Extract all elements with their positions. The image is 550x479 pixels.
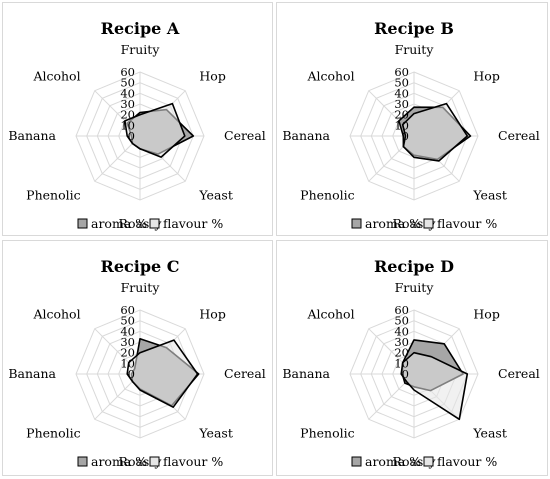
axis-label-hop: Hop [199, 69, 225, 84]
legend-label-flavour: flavour % [163, 216, 223, 231]
legend-label-aroma: aroma % [365, 454, 421, 469]
legend-label-flavour: flavour % [163, 454, 223, 469]
tick-label: 0 [128, 367, 135, 381]
axis-label-fruity: Fruity [395, 280, 435, 295]
chart-title: Recipe A [101, 19, 180, 38]
tick-label: 60 [394, 303, 409, 317]
legend-swatch-aroma [351, 456, 362, 467]
legend-label-aroma: aroma % [91, 216, 147, 231]
axis-label-hop: Hop [473, 69, 499, 84]
axis-label-fruity: Fruity [121, 42, 161, 57]
tick-label: 30 [120, 335, 135, 349]
series-flavour [401, 102, 469, 162]
legend-swatch-flavour [423, 456, 434, 467]
axis-label-alcohol: Alcohol [32, 307, 80, 322]
legend-label-flavour: flavour % [437, 216, 497, 231]
axis-label-hop: Hop [199, 307, 225, 322]
legend: aroma % flavour % [77, 216, 223, 231]
legend: aroma % flavour % [77, 454, 223, 469]
tick-label: 50 [394, 76, 409, 90]
legend-swatch-flavour [149, 456, 160, 467]
tick-label: 60 [120, 65, 135, 79]
axis-label-fruity: Fruity [121, 280, 161, 295]
axis-label-phenolic: Phenolic [300, 425, 354, 440]
tick-label: 10 [394, 356, 409, 370]
tick-label: 60 [120, 303, 135, 317]
axis-label-alcohol: Alcohol [306, 69, 354, 84]
legend-label-aroma: aroma % [91, 454, 147, 469]
axis-label-hop: Hop [473, 307, 499, 322]
chart-title: Recipe B [374, 19, 454, 38]
tick-label: 30 [394, 97, 409, 111]
tick-label: 10 [120, 356, 135, 370]
axis-label-phenolic: Phenolic [300, 187, 354, 202]
tick-label: 0 [128, 129, 135, 143]
legend-label-aroma: aroma % [365, 216, 421, 231]
tick-label: 60 [394, 65, 409, 79]
axis-label-cereal: Cereal [224, 366, 266, 381]
tick-label: 20 [120, 108, 135, 122]
tick-label: 40 [120, 86, 135, 100]
legend-swatch-aroma [77, 218, 88, 229]
series-flavour [400, 351, 469, 421]
chart-panel-recipe-a: Recipe A 0 10 20 30 40 50 60 Fruity Hop Cereal Yeas… [2, 2, 273, 236]
tick-label: 30 [394, 335, 409, 349]
tick-label: 50 [120, 314, 135, 328]
tick-label: 40 [394, 324, 409, 338]
legend-swatch-aroma [351, 218, 362, 229]
legend-swatch-flavour [423, 218, 434, 229]
chart-panel-recipe-b: Recipe B 0 10 20 30 40 50 60 Fruity Hop Cereal Yeas… [276, 2, 548, 236]
tick-label: 0 [402, 367, 409, 381]
series-flavour [124, 102, 186, 158]
axis-label-phenolic: Phenolic [26, 425, 80, 440]
tick-label: 20 [394, 346, 409, 360]
axis-label-cereal: Cereal [498, 366, 540, 381]
series-flavour [126, 339, 199, 408]
tick-label: 40 [120, 324, 135, 338]
axis-label-cereal: Cereal [224, 128, 266, 143]
axis-label-alcohol: Alcohol [306, 307, 354, 322]
tick-label: 50 [120, 76, 135, 90]
axis-label-cereal: Cereal [498, 128, 540, 143]
legend-swatch-aroma [77, 456, 88, 467]
axis-label-fruity: Fruity [395, 42, 435, 57]
axis-label-banana: Banana [282, 366, 330, 381]
chart-title: Recipe C [101, 257, 180, 276]
axis-label-phenolic: Phenolic [26, 187, 80, 202]
chart-panel-recipe-c: Recipe C 0 10 20 30 40 50 60 Fruity Hop Cereal Yeas… [2, 240, 273, 476]
axis-label-banana: Banana [8, 366, 56, 381]
tick-label: 20 [394, 108, 409, 122]
axis-label-yeast: Yeast [198, 425, 232, 440]
tick-label: 30 [120, 97, 135, 111]
chart-panel-recipe-d: Recipe D 0 10 20 30 40 50 60 Fruity Hop Cereal Yeas… [276, 240, 548, 476]
axis-label-yeast: Yeast [472, 425, 506, 440]
axis-label-banana: Banana [282, 128, 330, 143]
tick-label: 0 [402, 129, 409, 143]
tick-label: 40 [394, 86, 409, 100]
axis-label-banana: Banana [8, 128, 56, 143]
tick-label: 20 [120, 346, 135, 360]
axis-label-yeast: Yeast [472, 187, 506, 202]
legend-swatch-flavour [149, 218, 160, 229]
tick-label: 50 [394, 314, 409, 328]
chart-title: Recipe D [374, 257, 454, 276]
tick-label: 10 [394, 118, 409, 132]
legend: aroma % flavour % [351, 216, 497, 231]
legend-label-flavour: flavour % [437, 454, 497, 469]
axis-label-yeast: Yeast [198, 187, 232, 202]
tick-label: 10 [120, 118, 135, 132]
legend: aroma % flavour % [351, 454, 497, 469]
axis-label-alcohol: Alcohol [32, 69, 80, 84]
